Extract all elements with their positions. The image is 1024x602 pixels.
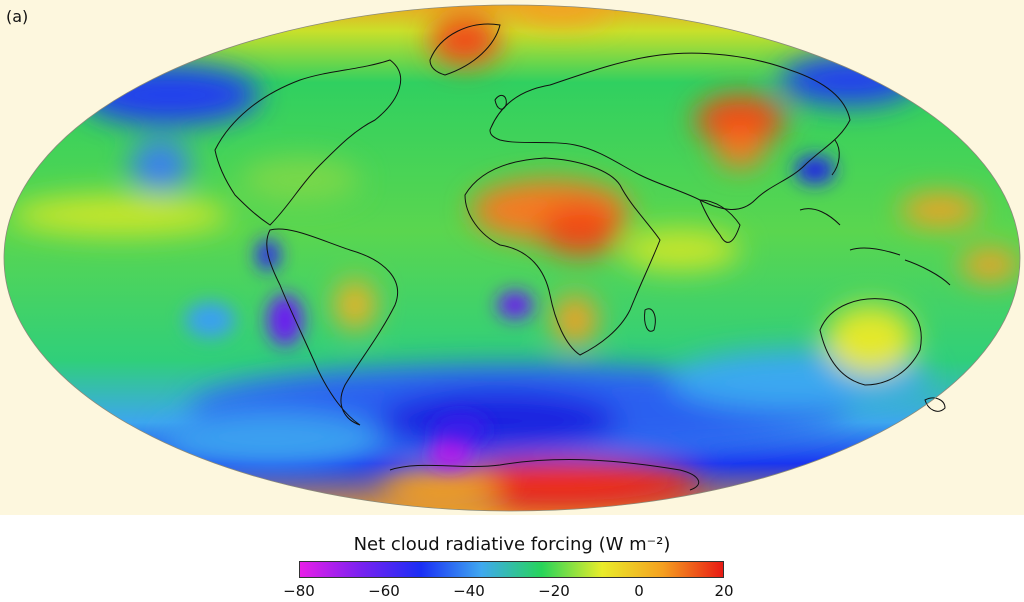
colorbar-tick-label: 20	[714, 582, 734, 600]
map-panel: (a)	[0, 0, 1024, 515]
forcing-field	[4, 5, 1020, 511]
colorbar-tick-label: −80	[283, 582, 315, 600]
panel-label: (a)	[6, 7, 29, 26]
colorbar-tick-label: −20	[538, 582, 570, 600]
world-map	[3, 4, 1021, 512]
colorbar-tick-label: 0	[634, 582, 644, 600]
colorbar-tick-label: −40	[453, 582, 485, 600]
colorbar	[299, 561, 724, 578]
colorbar-title: Net cloud radiative forcing (W m⁻²)	[353, 534, 671, 555]
colorbar-tick-label: −60	[368, 582, 400, 600]
globe-outline	[3, 4, 1021, 512]
coastlines	[214, 23, 951, 491]
